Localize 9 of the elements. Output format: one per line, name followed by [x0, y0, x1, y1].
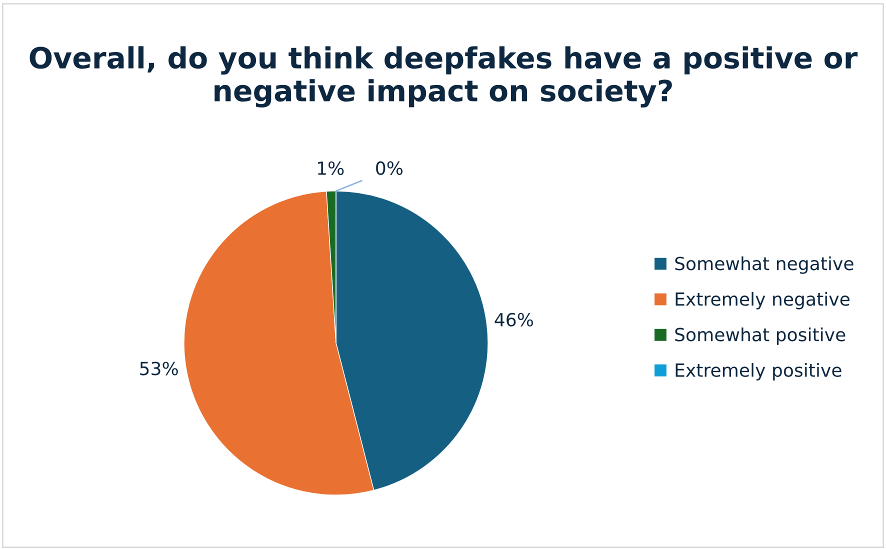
chart-title: Overall, do you think deepfakes have a positive or negative impact on society?: [30, 46, 858, 108]
legend-label: Extremely negative: [676, 292, 850, 310]
data-label: 1%: [318, 161, 344, 176]
data-label: 53%: [140, 362, 178, 376]
text: 0%: [376, 161, 403, 175]
legend-label: Somewhat positive: [675, 327, 846, 345]
legend-label: Somewhat negative: [675, 256, 854, 274]
data-label: 46%: [494, 312, 534, 327]
legend-label: Extremely positive: [676, 362, 842, 380]
